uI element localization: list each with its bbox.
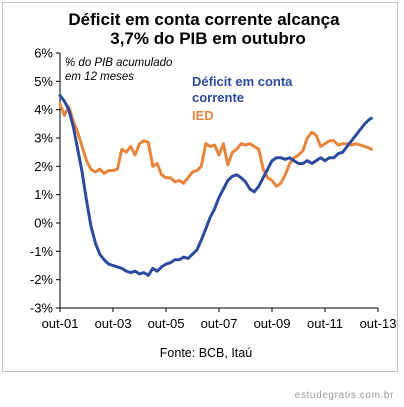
units-note-line-2: em 12 meses xyxy=(65,71,134,83)
x-tick-label: out-05 xyxy=(148,316,185,331)
x-tick-label: out-09 xyxy=(254,316,291,331)
units-note-line-1: % do PIB acumulado xyxy=(65,57,173,69)
y-tick-label: 1% xyxy=(34,187,53,202)
y-tick-label: -2% xyxy=(30,272,54,287)
x-tick-label: out-11 xyxy=(307,316,343,331)
chart: Déficit em conta corrente alcança 3,7% d… xyxy=(30,10,397,360)
x-tick-label: out-03 xyxy=(95,316,132,331)
y-tick-label: 0% xyxy=(34,216,53,231)
x-tick-labels: out-01 out-03 out-05 out-07 out-09 out-11 out-… xyxy=(42,316,397,331)
series-line-deficit xyxy=(58,94,373,277)
x-tick-label: out-07 xyxy=(201,316,238,331)
series-line-ied xyxy=(58,102,373,188)
y-tick-label: 5% xyxy=(34,74,53,89)
y-tick-label: 6% xyxy=(34,46,53,61)
legend-label-deficit-line-2: corrente xyxy=(192,90,244,105)
series-lines xyxy=(58,94,373,277)
x-tick-label: out-01 xyxy=(42,316,79,331)
y-tick-label: -3% xyxy=(30,301,54,316)
y-tick-label: 2% xyxy=(34,159,53,174)
y-tick-label: 3% xyxy=(34,131,53,146)
chart-title-line-2: 3,7% do PIB em outubro xyxy=(110,29,306,48)
chart-frame: Déficit em conta corrente alcança 3,7% d… xyxy=(2,2,398,372)
chart-title-line-1: Déficit em conta corrente alcança xyxy=(68,10,340,29)
source-note: Fonte: BCB, Itaú xyxy=(160,346,252,360)
y-tick-label: 4% xyxy=(34,102,53,117)
legend-label-deficit-line-1: Déficit em conta xyxy=(192,74,293,89)
y-tick-label: -1% xyxy=(30,244,54,259)
watermark: estudegratis.com.br xyxy=(294,390,394,401)
x-tick-label: out-13 xyxy=(360,316,397,331)
y-tick-labels: -3% -2% -1% 0% 1% 2% 3% 4% 5% 6% xyxy=(30,46,54,316)
legend-label-ied: IED xyxy=(192,108,214,123)
